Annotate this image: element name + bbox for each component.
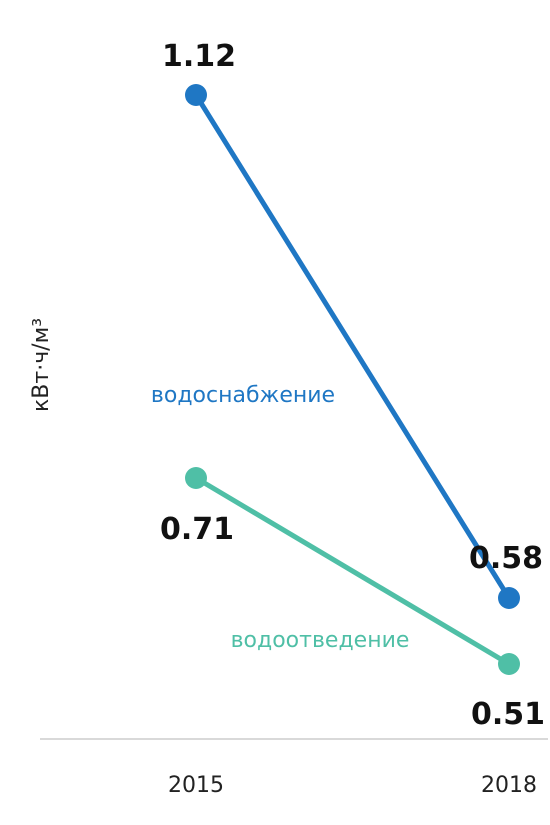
point-water-supply-2015[interactable] [185, 84, 207, 106]
data-label-wastewater-2015: 0.71 [160, 512, 234, 547]
series-label-water-supply: водоснабжение [151, 383, 335, 408]
series-line-wastewater [193, 475, 512, 667]
x-tick-label-1: 2018 [481, 773, 537, 798]
data-label-wastewater-2018: 0.51 [471, 697, 545, 732]
point-water-supply-2018[interactable] [498, 587, 520, 609]
series-label-wastewater: водоотведение [231, 628, 410, 653]
x-tick-label-0: 2015 [168, 773, 224, 798]
y-axis-label: кВт·ч/м³ [29, 318, 54, 412]
point-wastewater-2018[interactable] [498, 653, 520, 675]
series-line-water-supply [193, 92, 512, 601]
data-label-water-supply-2018: 0.58 [469, 541, 543, 576]
point-wastewater-2015[interactable] [185, 467, 207, 489]
data-label-water-supply-2015: 1.12 [162, 39, 236, 74]
